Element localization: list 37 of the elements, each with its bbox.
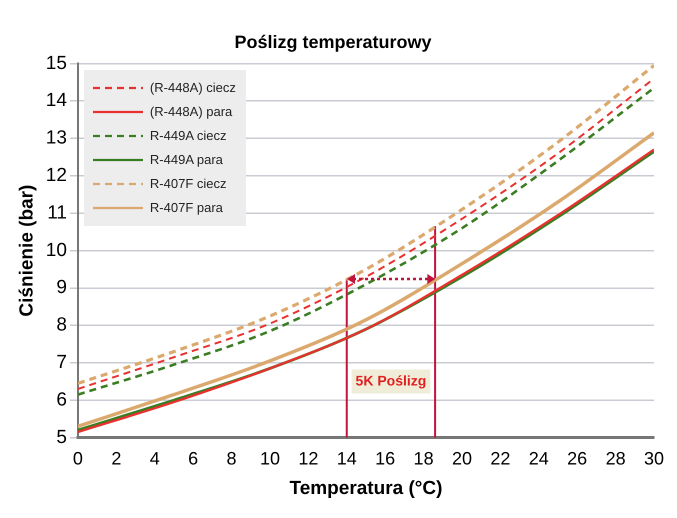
x-tick-label: 20 <box>452 448 472 468</box>
x-tick-label: 16 <box>375 448 396 468</box>
y-tick-label: 9 <box>56 277 67 298</box>
y-tick-label: 5 <box>56 426 67 448</box>
x-axis-title: Temperatura (°C) <box>290 478 442 499</box>
y-tick-label: 13 <box>46 128 67 149</box>
x-tick-label: 10 <box>260 448 280 468</box>
legend-label: R-449A ciecz <box>150 128 227 144</box>
x-tick-label: 4 <box>150 448 160 468</box>
y-tick-label: 14 <box>46 90 68 112</box>
y-tick-label: 11 <box>47 202 67 224</box>
y-tick-label: 8 <box>56 314 67 336</box>
legend-label: R-407F para <box>150 200 223 216</box>
legend-label: (R-448A) para <box>150 104 232 120</box>
x-tick-label: 14 <box>336 448 357 468</box>
x-tick-label: 8 <box>226 448 237 468</box>
y-tick-label: 15 <box>46 52 67 74</box>
x-tick-label: 12 <box>298 448 318 468</box>
x-tick-label: 2 <box>111 448 122 468</box>
y-tick-label: 6 <box>56 389 67 410</box>
annotation: 5K Poślizg <box>356 372 426 388</box>
legend-label: R-449A para <box>150 152 223 168</box>
legend-label: R-407F ciecz <box>150 176 226 192</box>
x-tick-label: 22 <box>490 448 510 468</box>
x-tick-label: 30 <box>644 448 664 468</box>
y-tick-label: 10 <box>46 240 67 261</box>
legend-label: (R-448A) ciecz <box>150 80 236 96</box>
x-tick-label: 0 <box>72 448 83 468</box>
x-tick-label: 28 <box>606 448 626 468</box>
y-tick-label: 7 <box>56 352 67 374</box>
x-tick-label: 26 <box>567 448 588 468</box>
y-axis-title: Ciśnienie (bar) <box>16 184 38 317</box>
chart-title: Poślizg temperaturowy <box>234 32 432 52</box>
y-tick-label: 12 <box>46 165 67 186</box>
x-tick-label: 18 <box>414 448 434 468</box>
x-tick-label: 24 <box>528 448 549 468</box>
x-tick-label: 6 <box>188 448 198 468</box>
